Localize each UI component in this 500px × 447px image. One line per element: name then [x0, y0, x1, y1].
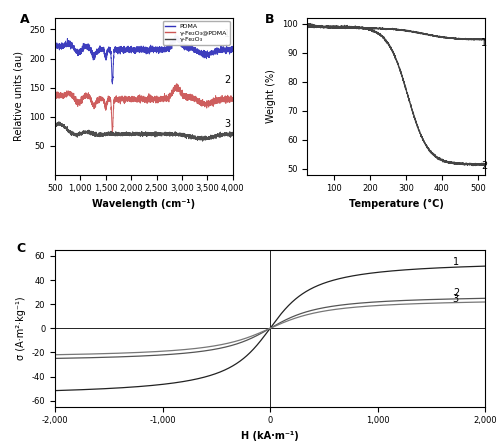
Y-axis label: Weight (%): Weight (%)	[266, 69, 276, 123]
Text: 2: 2	[482, 161, 488, 171]
Text: 1: 1	[224, 29, 230, 38]
Text: 1: 1	[453, 257, 459, 267]
Text: 3: 3	[453, 295, 459, 304]
Text: 2: 2	[224, 75, 230, 85]
Text: 3: 3	[224, 118, 230, 129]
Text: B: B	[264, 13, 274, 26]
X-axis label: Temperature (°C): Temperature (°C)	[348, 199, 444, 209]
Text: 2: 2	[453, 288, 459, 299]
Text: 1: 1	[482, 38, 488, 47]
Y-axis label: σ (A·m²·kg⁻¹): σ (A·m²·kg⁻¹)	[16, 296, 26, 360]
Text: A: A	[20, 13, 29, 26]
X-axis label: Wavelength (cm⁻¹): Wavelength (cm⁻¹)	[92, 199, 196, 209]
X-axis label: H (kA·m⁻¹): H (kA·m⁻¹)	[241, 431, 299, 441]
Text: C: C	[16, 242, 26, 255]
Y-axis label: Relative units (au): Relative units (au)	[14, 51, 24, 141]
Legend: PDMA, γ-Fe₂O₃@PDMA, γ-Fe₂O₃: PDMA, γ-Fe₂O₃@PDMA, γ-Fe₂O₃	[163, 21, 230, 45]
